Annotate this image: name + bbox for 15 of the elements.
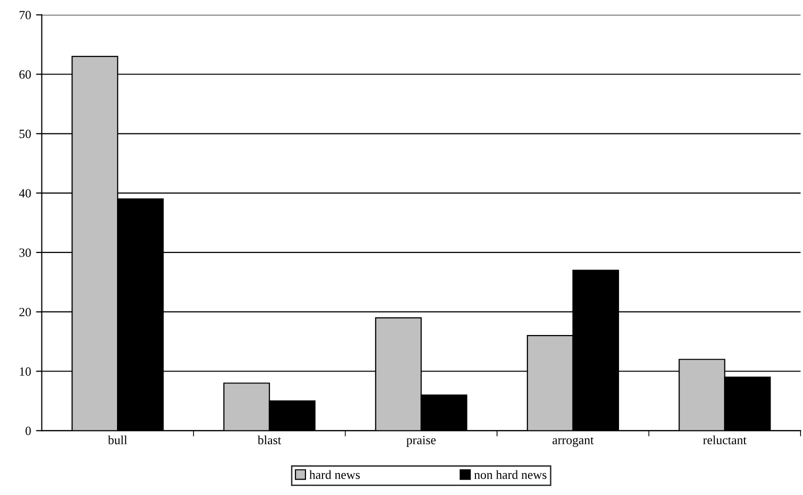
y-tick-label: 10: [20, 367, 31, 376]
y-tick-label: 40: [19, 189, 31, 198]
x-tick-label: reluctant: [703, 436, 746, 444]
legend-label: hard news: [309, 470, 360, 480]
y-tick-label: 70: [20, 10, 31, 20]
y-tick-label: 30: [19, 248, 31, 257]
y-tick-label: 20: [19, 308, 31, 316]
y-tick-label: 60: [19, 70, 31, 79]
y-tick-label: 0: [26, 426, 31, 436]
legend-label: non hard news: [474, 470, 546, 480]
x-tick-label: praise: [406, 436, 436, 447]
x-tick-label: bull: [108, 436, 128, 444]
y-tick-label: 50: [20, 130, 31, 138]
x-tick-label: arrogant: [552, 437, 594, 447]
x-tick-label: blast: [258, 436, 282, 444]
